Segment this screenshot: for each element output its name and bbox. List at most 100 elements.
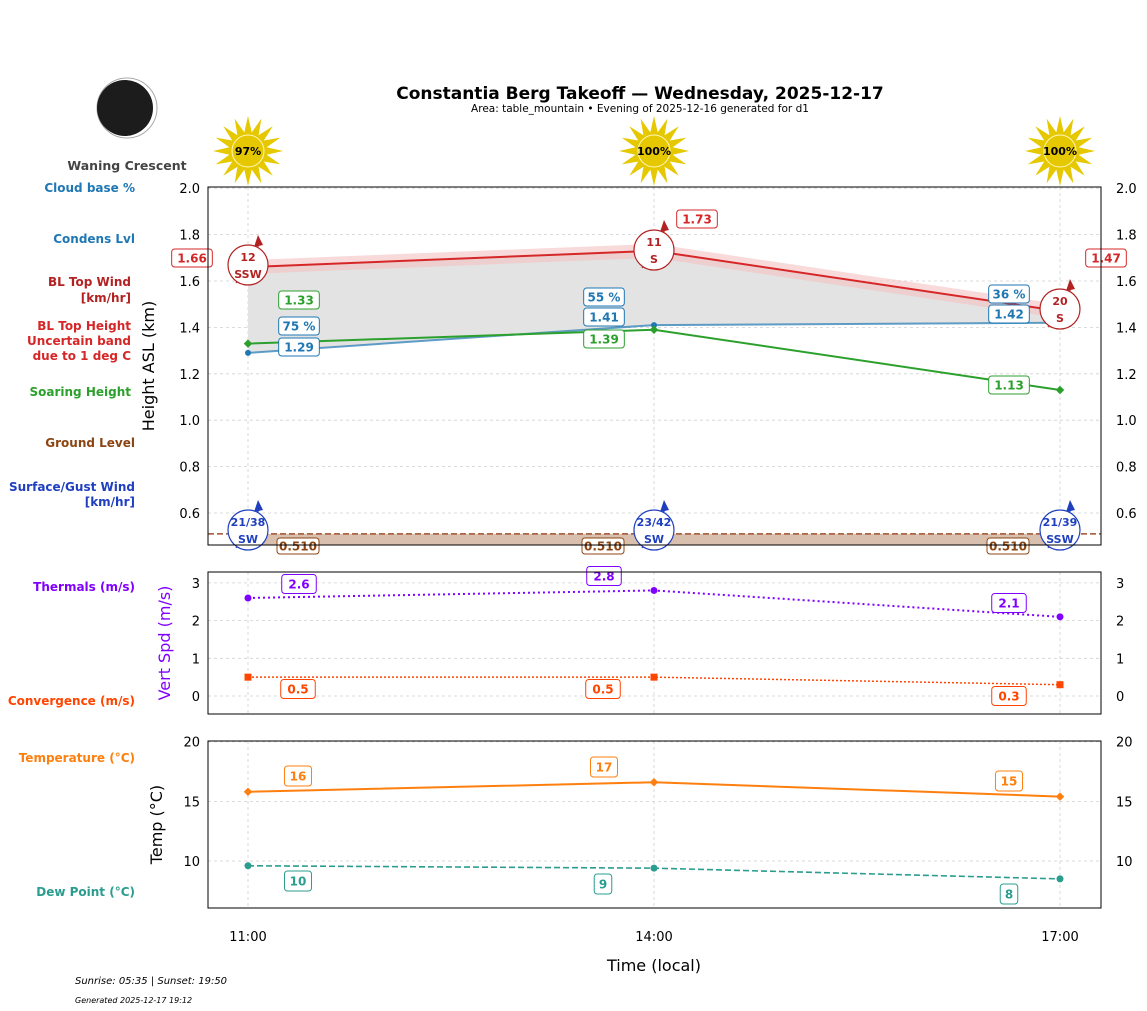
temperature-label: 17 bbox=[589, 756, 619, 778]
bl-top-label-box bbox=[676, 209, 718, 229]
dewpoint-label: 9 bbox=[593, 873, 613, 895]
y-tick-label-right: 1.8 bbox=[1116, 229, 1137, 244]
temperature-label-box bbox=[283, 765, 313, 787]
y-tick-label-left: 3 bbox=[192, 577, 200, 592]
side-label-bl-height-3: due to 1 deg C bbox=[33, 349, 132, 363]
condens-point bbox=[651, 322, 657, 329]
temperature-label-text: 17 bbox=[596, 761, 613, 775]
condens-label: 1.29 bbox=[278, 337, 320, 357]
temperature-label-text: 16 bbox=[290, 770, 307, 784]
temperature-label: 15 bbox=[994, 770, 1024, 792]
condens-label: 1.42 bbox=[988, 304, 1030, 324]
wind-direction: S bbox=[650, 253, 658, 266]
y-tick-label-right: 15 bbox=[1116, 795, 1133, 810]
cloud-base-label: 55 % bbox=[583, 287, 625, 307]
side-label-ground: Ground Level bbox=[45, 436, 135, 450]
wind-speed: 20 bbox=[1052, 295, 1068, 308]
cloud-base-label-box bbox=[988, 284, 1030, 304]
y-tick-label-left: 0.8 bbox=[179, 461, 200, 476]
wind-speed: 11 bbox=[646, 236, 661, 249]
surface-wind-barb: 21/39 SSW bbox=[1039, 500, 1081, 551]
sun-percent: 97% bbox=[235, 145, 261, 158]
temperature-label-text: 15 bbox=[1001, 775, 1018, 789]
wind-arrow-head bbox=[254, 235, 263, 247]
dewpoint-label-box bbox=[283, 870, 313, 892]
bl-top-label: 1.47 bbox=[1085, 248, 1127, 268]
condens-label: 1.41 bbox=[583, 307, 625, 327]
bl-uncertain-band bbox=[248, 243, 1060, 319]
y-tick-label-right: 20 bbox=[1116, 736, 1133, 751]
dewpoint-label-text: 8 bbox=[1005, 888, 1013, 902]
y-tick-label-left: 0.6 bbox=[179, 507, 200, 522]
convergence-label: 0.5 bbox=[280, 679, 316, 699]
y-tick-label-right: 0.8 bbox=[1116, 461, 1137, 476]
ground-label-box bbox=[581, 537, 625, 555]
y-tick-label-right: 3 bbox=[1116, 577, 1124, 592]
dewpoint-label: 8 bbox=[999, 883, 1019, 905]
thermals-label: 2.1 bbox=[991, 593, 1027, 613]
ground-label: 0.510 bbox=[276, 537, 320, 555]
soaring-point bbox=[243, 339, 253, 348]
bl-top-label-text: 1.66 bbox=[177, 252, 207, 266]
wind-circle bbox=[633, 509, 675, 551]
convergence-label-box bbox=[585, 679, 621, 699]
wind-speed: 21/39 bbox=[1043, 516, 1078, 529]
side-label-condens: Condens Lvl bbox=[53, 232, 135, 246]
bl-top-label-box bbox=[1085, 248, 1127, 268]
wind-speed: 12 bbox=[240, 251, 255, 264]
convergence-point bbox=[650, 673, 658, 681]
bl-top-label-box bbox=[171, 248, 213, 268]
condens-point bbox=[245, 349, 251, 356]
temperature-point bbox=[649, 778, 659, 787]
moon-icon bbox=[96, 77, 158, 139]
sun-percent: 100% bbox=[637, 145, 671, 158]
thermals-label-text: 2.6 bbox=[288, 578, 309, 592]
panel-frame-3 bbox=[207, 740, 1102, 909]
convergence-label: 0.5 bbox=[585, 679, 621, 699]
wind-direction: SSW bbox=[234, 268, 261, 281]
cloud-base-label-box bbox=[278, 316, 320, 336]
ground-label-text: 0.510 bbox=[279, 540, 317, 554]
generated-timestamp: Generated 2025-12-17 19:12 bbox=[75, 996, 192, 1005]
sun-disc bbox=[1043, 134, 1077, 168]
cloud-base-label-text: 36 % bbox=[993, 288, 1026, 302]
wind-direction: SW bbox=[238, 533, 258, 546]
wind-speed: 21/38 bbox=[231, 516, 266, 529]
wind-circle bbox=[1039, 288, 1081, 330]
bl-wind-barb: 20 S bbox=[1039, 279, 1081, 330]
soaring-label: 1.33 bbox=[278, 290, 320, 310]
wind-direction: SW bbox=[644, 533, 664, 546]
thermals-label-box bbox=[991, 593, 1027, 613]
condens-label-text: 1.29 bbox=[284, 341, 314, 355]
x-tick-label: 17:00 bbox=[1041, 930, 1078, 945]
wind-circle bbox=[227, 509, 269, 551]
side-label-surface-2: [km/hr] bbox=[85, 495, 135, 509]
convergence-label-text: 0.3 bbox=[998, 690, 1019, 704]
panel-frame-1 bbox=[207, 186, 1102, 546]
bl-top-label: 1.73 bbox=[676, 209, 718, 229]
y-tick-label-left: 1.2 bbox=[179, 368, 200, 383]
side-label-convergence: Convergence (m/s) bbox=[8, 694, 135, 708]
convergence-label: 0.3 bbox=[991, 686, 1027, 706]
y-tick-label-right: 1.2 bbox=[1116, 368, 1137, 383]
y-axis-label: Temp (°C) bbox=[147, 785, 166, 865]
y-axis-label: Height ASL (km) bbox=[139, 301, 158, 431]
temperature-label: 16 bbox=[283, 765, 313, 787]
y-tick-label-right: 2 bbox=[1116, 615, 1124, 630]
bl-top-label-text: 1.73 bbox=[682, 213, 712, 227]
dewpoint-label-text: 10 bbox=[290, 875, 307, 889]
condens-label-box bbox=[583, 307, 625, 327]
convergence-label-text: 0.5 bbox=[287, 683, 308, 697]
wind-direction: S bbox=[1056, 312, 1064, 325]
dewpoint-point bbox=[244, 862, 252, 870]
soaring-label-text: 1.13 bbox=[994, 379, 1024, 393]
soaring-label-box bbox=[583, 329, 625, 349]
cloud-base-label: 36 % bbox=[988, 284, 1030, 304]
side-label-bl-wind-1: BL Top Wind bbox=[48, 275, 131, 289]
soaring-label-box bbox=[278, 290, 320, 310]
y-tick-label-right: 10 bbox=[1116, 855, 1133, 870]
bl-top-label: 1.66 bbox=[171, 248, 213, 268]
cloud-base-label: 75 % bbox=[278, 316, 320, 336]
wind-arrow-head bbox=[1066, 500, 1075, 512]
